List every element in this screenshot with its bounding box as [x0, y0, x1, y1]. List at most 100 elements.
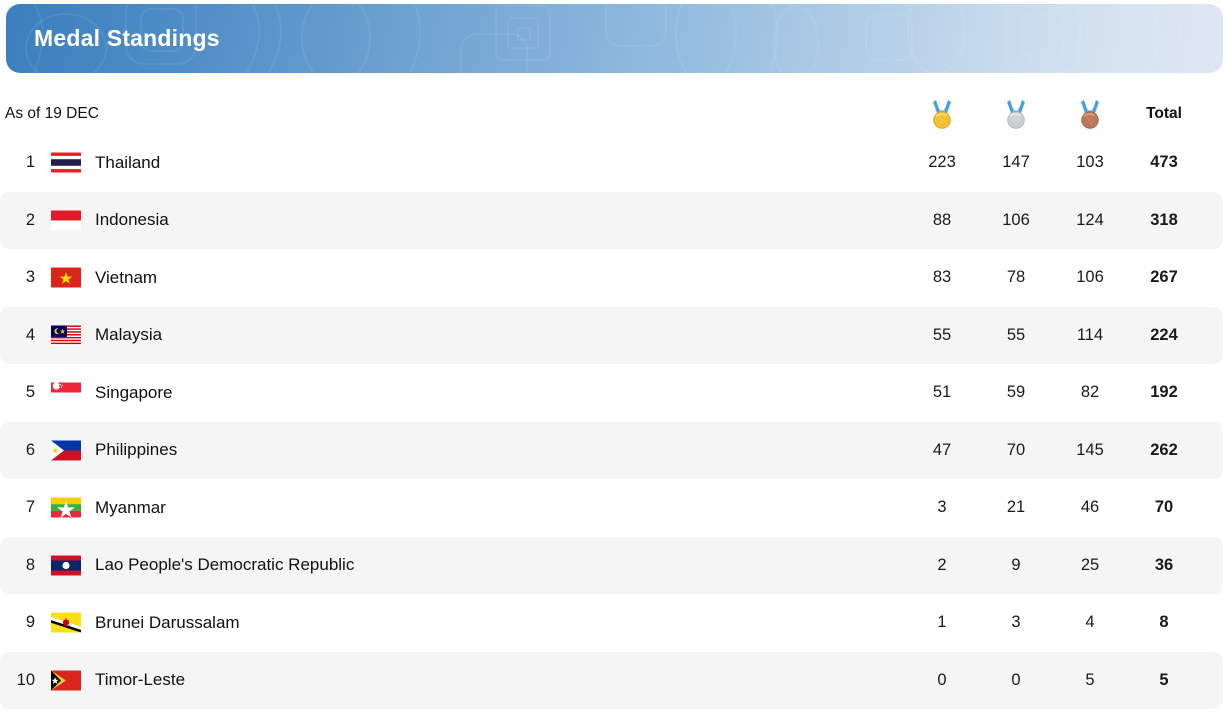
rank-cell: 2: [25, 210, 35, 229]
bronze-count: 103: [1076, 153, 1104, 172]
singapore-flag: [51, 382, 81, 403]
table-row[interactable]: 2 Indonesia 88 106 124 318: [0, 191, 1223, 249]
bronze-column-header: [1053, 99, 1127, 129]
rank-cell: 1: [25, 153, 35, 172]
country-name: Singapore: [95, 382, 173, 402]
gold-count: 0: [937, 670, 947, 689]
country-name: Brunei Darussalam: [95, 612, 240, 632]
flag-cell: [45, 555, 87, 576]
country-name: Myanmar: [95, 497, 166, 517]
table-row[interactable]: 10 Timor-Leste 0 0 5 5: [0, 651, 1223, 709]
flag-cell: [45, 440, 87, 461]
timorleste-flag: [51, 670, 81, 691]
country-name: Indonesia: [95, 210, 169, 230]
flag-cell: [45, 497, 87, 519]
gold-count: 83: [932, 268, 952, 287]
gold-count: 223: [928, 153, 956, 172]
table-row[interactable]: 5 Singapore 51 59 82 192: [0, 364, 1223, 422]
page-title: Medal Standings: [34, 25, 220, 51]
table-row[interactable]: 6 Philippines 47 70 145 262: [0, 421, 1223, 479]
silver-count: 106: [1002, 210, 1030, 229]
philippines-flag: [51, 440, 81, 461]
rank-cell: 8: [25, 555, 35, 574]
medal-standings-table: As of 19 DEC: [0, 94, 1229, 709]
total-count: 70: [1154, 498, 1174, 517]
silver-count: 147: [1002, 153, 1030, 172]
total-count: 8: [1159, 613, 1169, 632]
bronze-count: 145: [1076, 440, 1104, 459]
table-row[interactable]: 4 Malaysia 55 55 114: [0, 306, 1223, 364]
brunei-flag: [51, 612, 81, 633]
total-count: 267: [1150, 268, 1178, 287]
silver-count: 21: [1006, 498, 1026, 517]
country-name: Timor-Leste: [95, 670, 186, 690]
gold-medal-icon: [933, 100, 951, 129]
myanmar-flag: [51, 497, 81, 519]
country-name: Malaysia: [95, 325, 163, 345]
table-row[interactable]: 8 Lao People's Democratic Republic 2 9 2…: [0, 536, 1223, 594]
bronze-count: 25: [1080, 555, 1100, 574]
silver-count: 59: [1006, 383, 1026, 402]
bronze-count: 106: [1076, 268, 1104, 287]
total-count: 262: [1150, 440, 1178, 459]
gold-count: 51: [932, 383, 952, 402]
vietnam-flag: [51, 267, 81, 288]
silver-count: 9: [1011, 555, 1021, 574]
country-name: Philippines: [95, 440, 178, 460]
bronze-count: 4: [1085, 613, 1095, 632]
gold-count: 2: [937, 555, 947, 574]
silver-count: 70: [1006, 440, 1026, 459]
table-row[interactable]: 1 Thailand 223 147 103 473: [0, 134, 1223, 192]
flag-cell: [45, 325, 87, 346]
as-of-label: As of 19 DEC: [5, 105, 99, 122]
rank-cell: 5: [25, 383, 35, 402]
rank-cell: 10: [16, 670, 35, 689]
flag-cell: [45, 612, 87, 633]
table-header-row: As of 19 DEC: [0, 94, 1223, 134]
bronze-count: 82: [1080, 383, 1100, 402]
gold-column-header: [905, 99, 979, 129]
gold-count: 47: [932, 440, 952, 459]
table-row[interactable]: 3 Vietnam 83 78 106 267: [0, 249, 1223, 307]
laos-flag: [51, 555, 81, 576]
table-row[interactable]: 7 Myanmar 3 21 46 70: [0, 479, 1223, 537]
country-name: Lao People's Democratic Republic: [95, 555, 355, 575]
total-count: 473: [1150, 153, 1178, 172]
total-count: 318: [1150, 210, 1178, 229]
bronze-count: 46: [1080, 498, 1100, 517]
bronze-count: 114: [1076, 325, 1104, 344]
gold-count: 3: [937, 498, 947, 517]
total-count: 36: [1154, 555, 1174, 574]
total-count: 5: [1159, 670, 1169, 689]
silver-count: 78: [1006, 268, 1026, 287]
malaysia-flag: [51, 325, 81, 346]
country-name: Thailand: [95, 152, 161, 172]
table-row[interactable]: 9 Brunei Darussalam 1 3 4 8: [0, 594, 1223, 652]
silver-count: 0: [1011, 670, 1021, 689]
flag-cell: [45, 670, 87, 691]
gold-count: 88: [932, 210, 952, 229]
flag-cell: [45, 267, 87, 288]
flag-cell: [45, 382, 87, 403]
bronze-count: 5: [1085, 670, 1095, 689]
total-count: 224: [1150, 325, 1178, 344]
silver-column-header: [979, 99, 1053, 129]
bronze-medal-icon: [1081, 100, 1099, 129]
rank-cell: 3: [25, 268, 35, 287]
gold-count: 55: [932, 325, 952, 344]
flag-cell: [45, 210, 87, 231]
total-column-header: Total: [1146, 105, 1182, 122]
gold-count: 1: [937, 613, 947, 632]
flag-cell: [45, 152, 87, 173]
rank-cell: 9: [25, 613, 35, 632]
bronze-count: 124: [1076, 210, 1104, 229]
country-name: Vietnam: [95, 267, 158, 287]
silver-count: 3: [1011, 613, 1021, 632]
medal-standings-banner: Medal Standings: [6, 4, 1223, 73]
silver-count: 55: [1006, 325, 1026, 344]
total-count: 192: [1150, 383, 1178, 402]
rank-cell: 6: [25, 440, 35, 459]
rank-cell: 4: [25, 325, 35, 344]
rank-cell: 7: [25, 498, 35, 517]
silver-medal-icon: [1007, 100, 1025, 129]
